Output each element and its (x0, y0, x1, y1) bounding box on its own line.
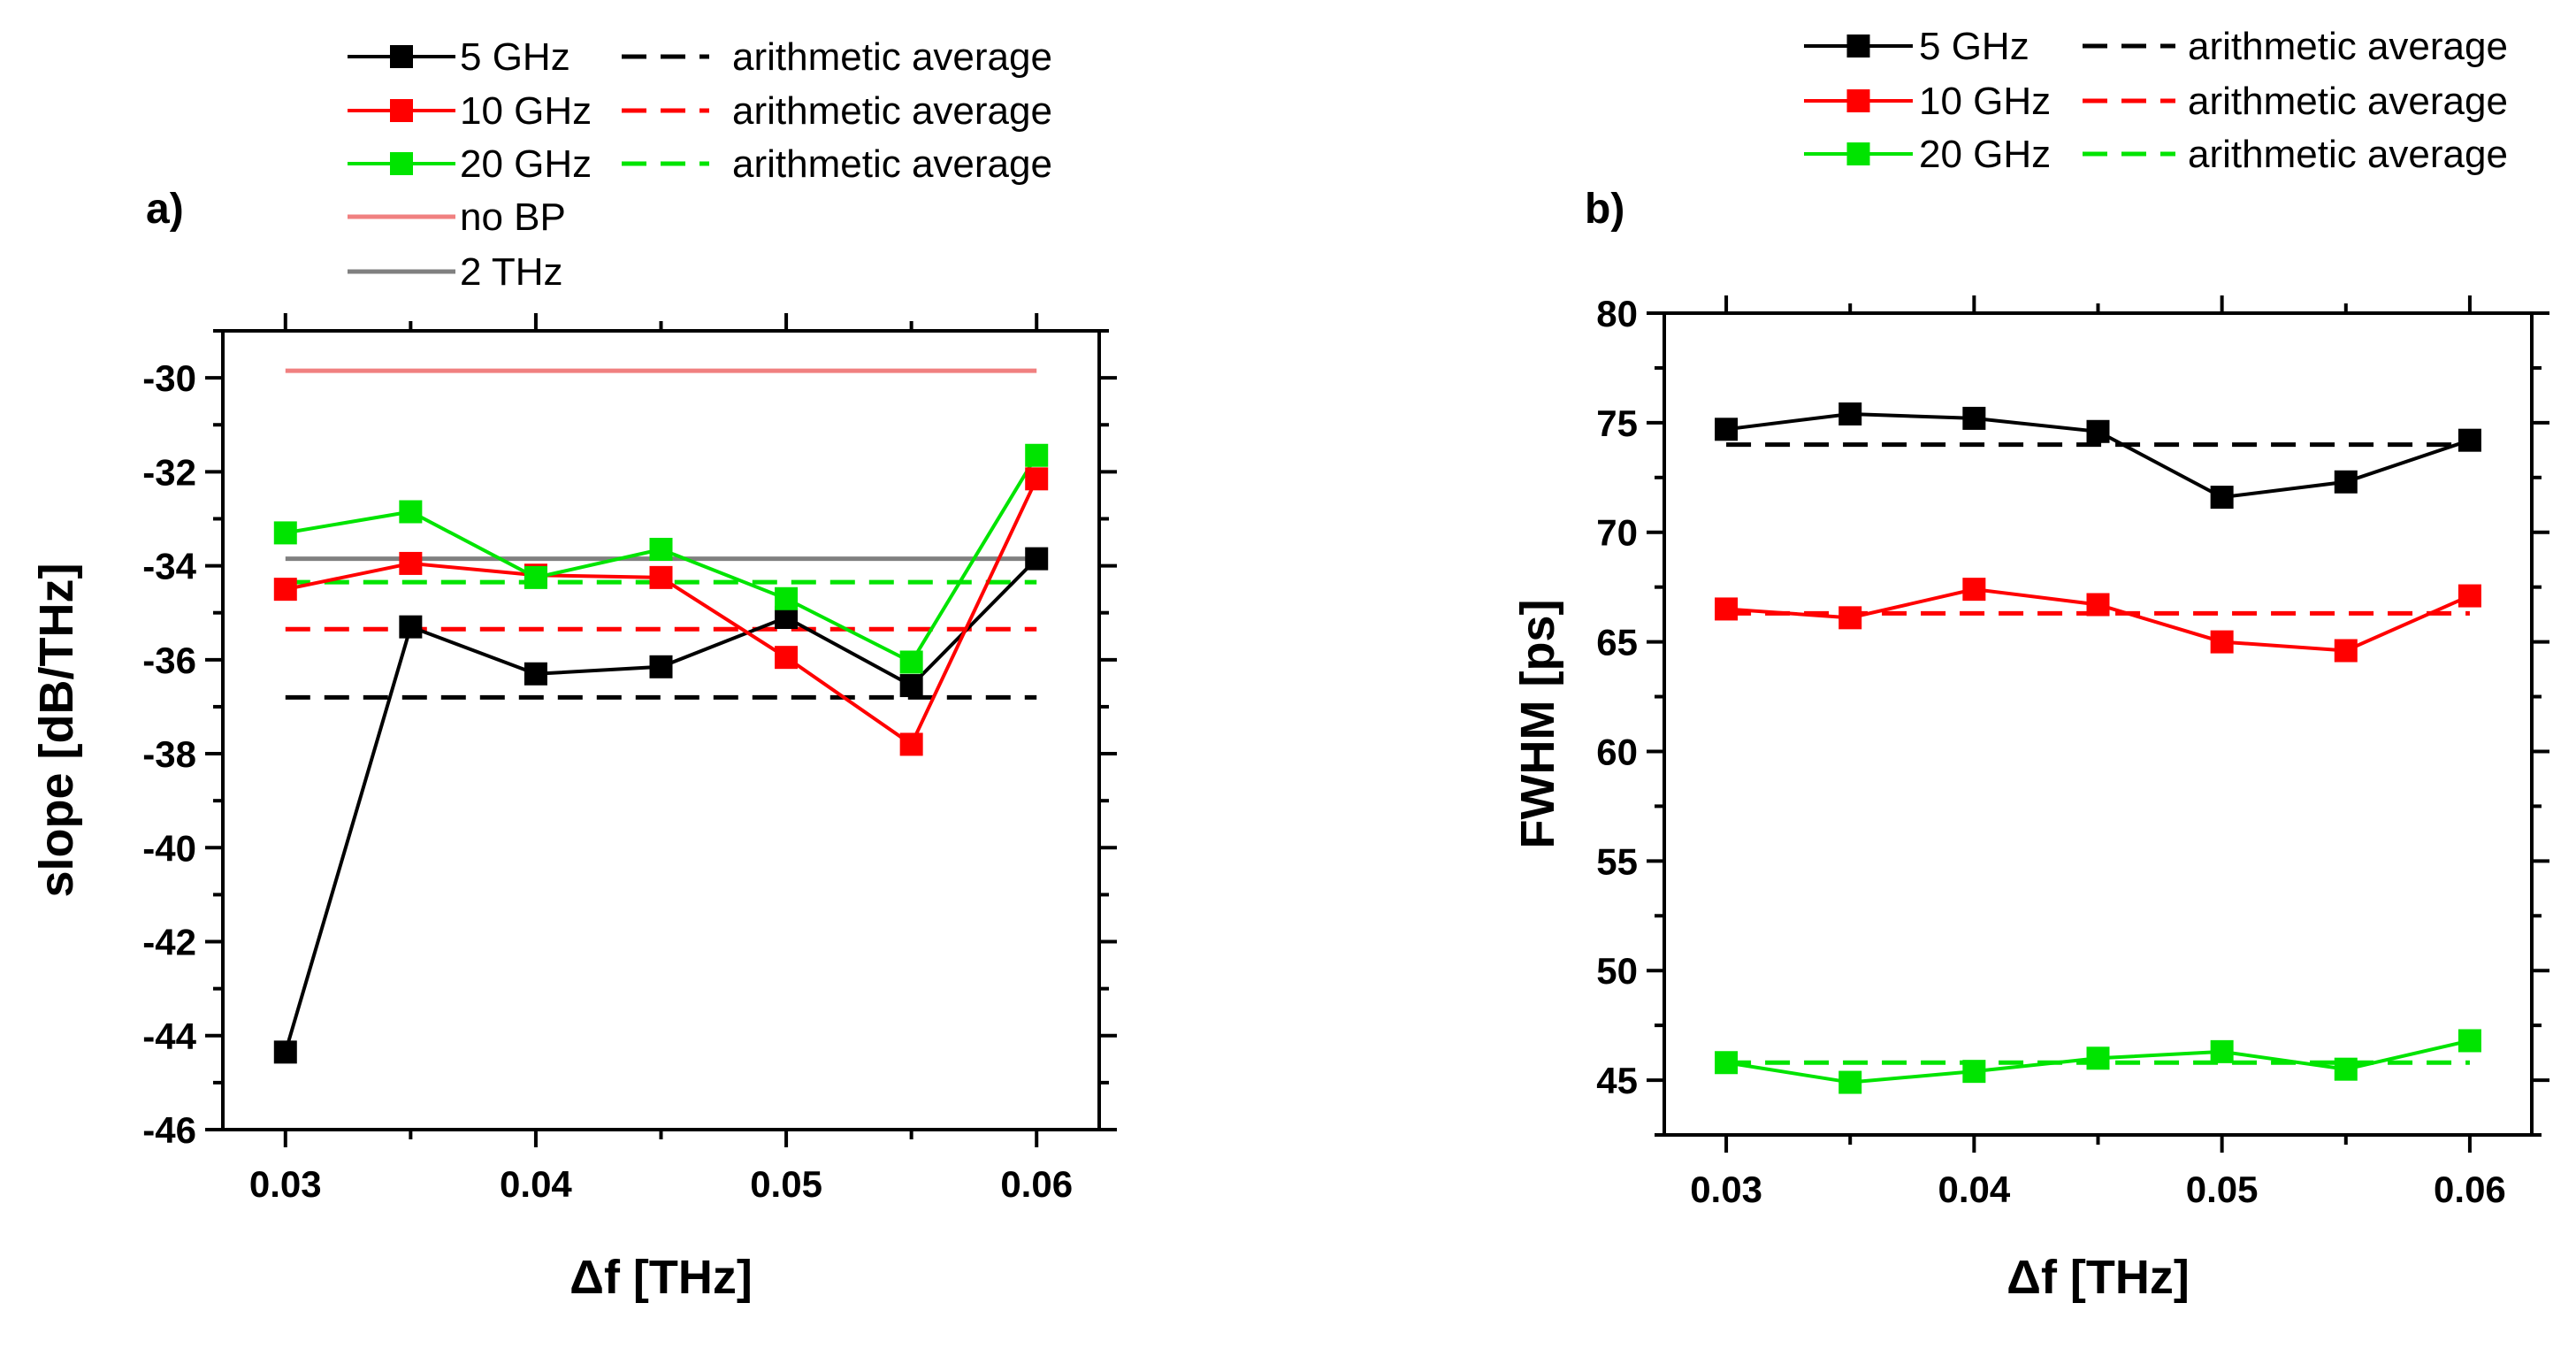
legend-reference-label: no BP (460, 195, 566, 239)
legend-series-marker (390, 152, 413, 175)
legend-reference-label: 2 THz (460, 250, 563, 294)
data-point (1962, 1060, 1986, 1084)
legend-series-label: 5 GHz (460, 35, 570, 79)
data-point (2458, 1029, 2481, 1053)
data-point (899, 674, 923, 698)
data-point (1715, 1051, 1739, 1075)
data-point (273, 521, 297, 545)
y-tick-label: -46 (142, 1109, 196, 1151)
legend-series-marker (1846, 89, 1870, 112)
x-tick-label: 0.03 (1690, 1169, 1762, 1210)
y-tick-label: -38 (142, 733, 196, 775)
data-point (2334, 470, 2358, 494)
x-axis-label: Δf [THz] (2007, 1251, 2190, 1304)
legend-average-label: arithmetic average (732, 142, 1052, 186)
data-point (2458, 584, 2481, 608)
legend-series-label: 5 GHz (1919, 25, 2029, 68)
data-point (649, 565, 673, 589)
data-point (1838, 402, 1862, 425)
y-tick-label: 50 (1596, 950, 1638, 992)
data-point (399, 500, 423, 524)
legend-series-label: 10 GHz (460, 89, 592, 133)
data-point (649, 655, 673, 678)
data-point (2086, 1046, 2110, 1070)
data-point (775, 646, 799, 670)
y-tick-label: -30 (142, 357, 196, 399)
y-tick-label: 75 (1596, 402, 1638, 444)
data-point (399, 551, 423, 575)
legend-average-label: arithmetic average (732, 89, 1052, 133)
x-tick-label: 0.05 (750, 1163, 822, 1205)
y-tick-label: -36 (142, 640, 196, 681)
series-line (285, 478, 1039, 747)
data-point (273, 578, 297, 602)
y-tick-label: 65 (1596, 622, 1638, 663)
data-point (2086, 419, 2110, 443)
y-tick-label: 45 (1596, 1060, 1638, 1101)
y-tick-label: 55 (1596, 840, 1638, 882)
data-point (1838, 1070, 1862, 1094)
series-line (283, 557, 1038, 1053)
panel-label: b) (1585, 186, 1624, 233)
x-tick-label: 0.06 (1000, 1163, 1073, 1205)
legend-average-label: arithmetic average (2188, 133, 2508, 176)
data-point (2334, 1057, 2358, 1081)
x-tick-label: 0.06 (2434, 1169, 2506, 1210)
data-point (2334, 639, 2358, 663)
y-tick-label: -34 (142, 546, 196, 587)
data-point (1715, 418, 1739, 441)
x-tick-label: 0.04 (1938, 1169, 2010, 1210)
chart-panel-b: 0.03 0.04 0.05 0.06 45 50 55 60 65 70 75 80 Δf [THz]… (1511, 25, 2549, 1304)
y-tick-label: -42 (142, 922, 196, 963)
x-tick-label: 0.04 (500, 1163, 572, 1205)
data-point (273, 1040, 297, 1064)
data-point (2210, 486, 2234, 510)
data-point (524, 662, 547, 686)
legend-series-marker (1846, 142, 1870, 165)
y-tick-label: -40 (142, 827, 196, 869)
data-point (1962, 406, 1986, 430)
data-point (1025, 547, 1049, 571)
data-point (1838, 606, 1862, 630)
legend-average-label: arithmetic average (732, 35, 1052, 79)
x-tick-label: 0.03 (249, 1163, 322, 1205)
panel-label: a) (146, 186, 184, 233)
y-axis-label: FWHM [ps] (1511, 600, 1564, 849)
data-point (2210, 1039, 2234, 1063)
chart-panel-a: 0.03 0.04 0.05 0.06 -30 -32 -34 -36 -38 -40 -42 -44… (30, 35, 1117, 1304)
x-axis-label: Δf [THz] (569, 1251, 753, 1304)
y-tick-label: -44 (142, 1016, 196, 1057)
data-point (775, 586, 799, 610)
data-point (1025, 467, 1049, 491)
y-tick-label: -32 (142, 451, 196, 493)
legend-series-marker (390, 45, 413, 68)
data-point (1962, 578, 1986, 602)
data-point (524, 565, 547, 589)
y-axis-label: slope [dB/THz] (30, 563, 83, 898)
legend-series-label: 20 GHz (460, 142, 592, 186)
data-point (399, 615, 423, 639)
legend-average-label: arithmetic average (2188, 25, 2508, 68)
legend-series-label: 10 GHz (1919, 80, 2051, 123)
y-tick-label: 80 (1596, 293, 1638, 334)
data-point (1025, 443, 1049, 467)
data-point (899, 650, 923, 674)
data-point (649, 537, 673, 561)
data-point (2458, 428, 2481, 452)
legend-series-marker (1846, 34, 1870, 57)
data-point (2210, 630, 2234, 654)
data-point (1715, 597, 1739, 621)
legend-average-label: arithmetic average (2188, 80, 2508, 123)
y-tick-label: 60 (1596, 731, 1638, 772)
legend-series-label: 20 GHz (1919, 133, 2051, 176)
data-point (2086, 593, 2110, 617)
data-point (899, 732, 923, 756)
legend-series-marker (390, 99, 413, 122)
y-tick-label: 70 (1596, 512, 1638, 554)
plot-frame (221, 329, 1101, 1131)
x-tick-label: 0.05 (2186, 1169, 2259, 1210)
